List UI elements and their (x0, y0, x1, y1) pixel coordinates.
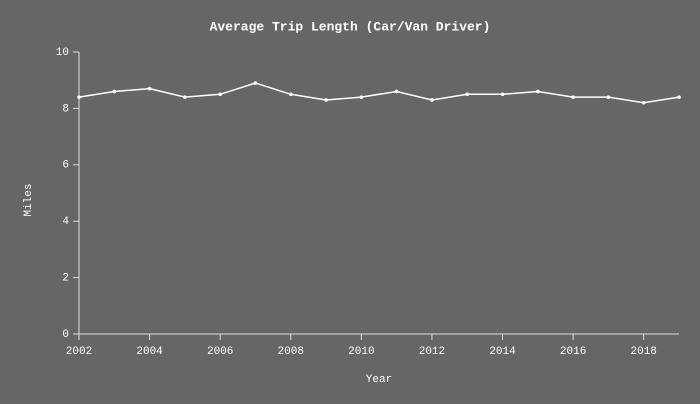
point (500, 92, 505, 97)
point (324, 98, 328, 102)
x-tick-label: 2014 (489, 346, 516, 358)
x-tick-label: 2010 (348, 346, 374, 358)
x-tick-label: 2006 (207, 346, 233, 358)
line (78, 82, 680, 104)
x-tick-label: 2018 (631, 346, 657, 358)
point (253, 81, 258, 85)
point (430, 98, 434, 102)
point (677, 95, 681, 99)
y-tick-label: 6 (62, 160, 69, 172)
x-tick-label: 2004 (136, 346, 163, 358)
point (288, 92, 293, 97)
y-tick-label: 8 (62, 103, 69, 115)
x-tick-label: 2002 (66, 346, 92, 358)
y-tick-label: 2 (62, 273, 69, 285)
point (147, 86, 152, 91)
point (394, 89, 399, 94)
y-tick-label: 10 (56, 47, 69, 59)
point (183, 95, 187, 99)
y-axis-label: Miles (23, 183, 35, 216)
chart-title: Average Trip Length (Car/Van Driver) (210, 19, 491, 34)
point (77, 95, 81, 99)
point (218, 92, 222, 97)
x-axis-label: Year (366, 374, 392, 386)
point (606, 95, 611, 99)
point (571, 95, 575, 99)
y-tick-label: 0 (62, 329, 69, 341)
y-tick-label: 4 (62, 216, 69, 228)
point (112, 89, 117, 94)
point (465, 92, 470, 97)
point (359, 95, 364, 99)
x-tick-label: 2008 (278, 346, 304, 358)
point (641, 100, 646, 105)
point (536, 89, 540, 94)
x-tick-label: 2012 (419, 346, 445, 358)
x-tick-label: 2016 (560, 346, 586, 358)
